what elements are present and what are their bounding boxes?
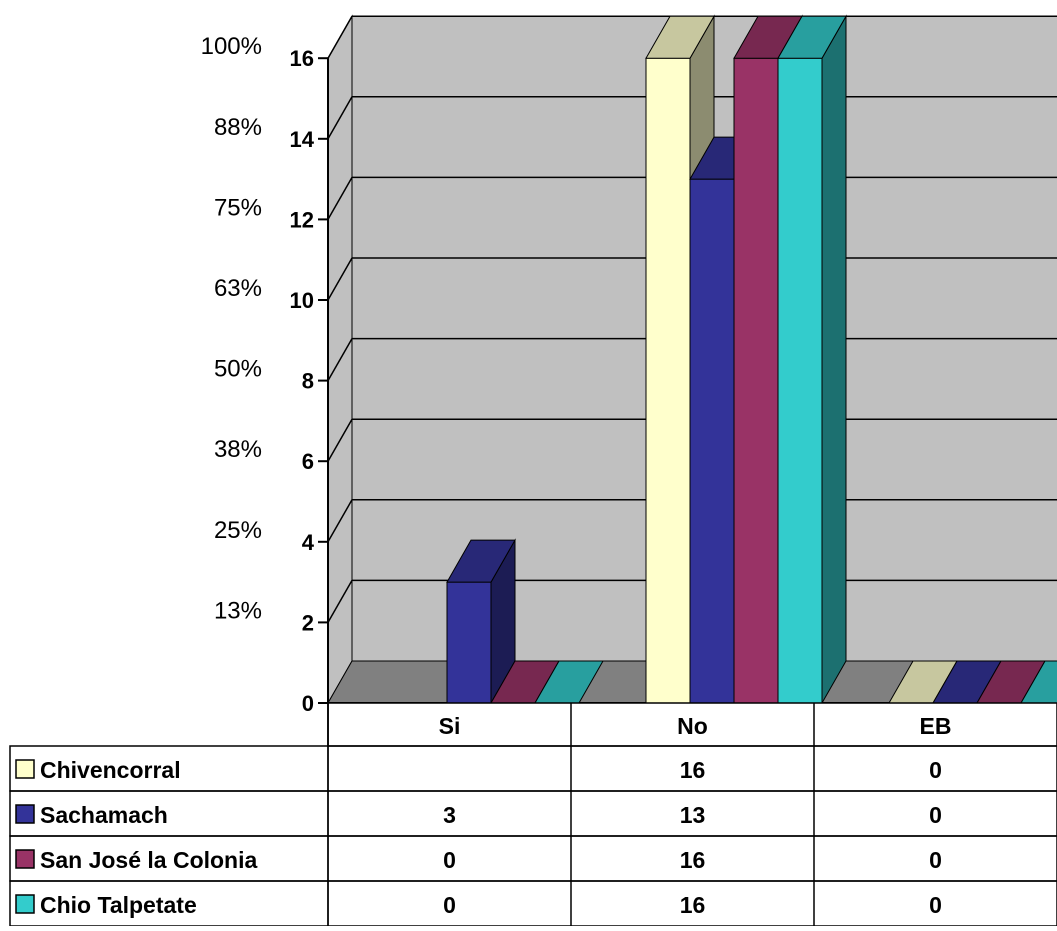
data-label: 0: [929, 802, 942, 828]
x-category-label: EB: [920, 713, 952, 739]
data-table: Si No EB Chivencorral 16 0 Sachamach 3 13 0 San Jo…: [9, 702, 1057, 927]
gridline-side: [327, 418, 353, 462]
bar-top: [645, 15, 715, 59]
bar-si-1: [446, 538, 516, 705]
y-tick-label: 16: [290, 46, 314, 71]
percent-tick-label: 75%: [214, 194, 262, 221]
percent-tick-label: 25%: [214, 517, 262, 544]
y-tick-label: 6: [302, 449, 314, 474]
data-label: 0: [443, 892, 456, 918]
percent-tick-label: 63%: [214, 275, 262, 302]
chart-bars: [446, 14, 1057, 705]
data-label: 0: [443, 847, 456, 873]
y-tick-label: 2: [302, 610, 314, 635]
data-label: 0: [929, 757, 942, 783]
bar-front: [446, 581, 492, 704]
y-tick-label: 0: [302, 691, 314, 716]
percent-tick-label: 38%: [214, 436, 262, 463]
data-label: 0: [929, 847, 942, 873]
data-label: 16: [680, 892, 706, 918]
y-tick-label: 10: [290, 288, 314, 313]
bar-front: [689, 178, 735, 704]
legend-series-name: San José la Colonia: [40, 847, 257, 873]
percent-tick-label: 88%: [214, 114, 262, 141]
bar-no-3: [777, 14, 847, 705]
data-label: 16: [680, 757, 706, 783]
data-label: 3: [443, 802, 456, 828]
legend-series-name: Sachamach: [40, 802, 168, 828]
gridline-side: [327, 580, 353, 623]
y-tick-label: 14: [290, 127, 315, 152]
percent-tick-label: 13%: [214, 597, 262, 624]
legend-swatch: [15, 894, 35, 914]
bar-front: [645, 57, 691, 704]
gridline-side: [327, 338, 353, 381]
percent-tick-label: 50%: [214, 356, 262, 383]
legend-swatch: [15, 804, 35, 824]
bar-top: [777, 15, 847, 59]
y-tick-label: 8: [302, 369, 314, 394]
legend-series-name: Chio Talpetate: [40, 892, 197, 918]
legend-swatch: [15, 849, 35, 869]
gridline-side: [327, 15, 353, 59]
y-tick-label: 4: [302, 530, 315, 555]
gridline-side: [327, 499, 353, 543]
gridline-side: [327, 96, 353, 140]
x-category-label: No: [677, 713, 708, 739]
bar-top: [446, 539, 516, 583]
bar-side: [821, 14, 847, 705]
y-tick-label: 12: [290, 207, 314, 232]
data-label: 16: [680, 847, 706, 873]
bar-front: [777, 57, 823, 704]
data-label: 13: [680, 802, 706, 828]
gridline-side: [327, 177, 353, 220]
bar-front: [733, 57, 779, 704]
gridline-side: [327, 257, 353, 301]
x-category-label: Si: [439, 713, 461, 739]
data-label: 0: [929, 892, 942, 918]
legend-series-name: Chivencorral: [40, 757, 181, 783]
percent-tick-label: 100%: [201, 33, 262, 60]
legend-swatch: [15, 759, 35, 779]
